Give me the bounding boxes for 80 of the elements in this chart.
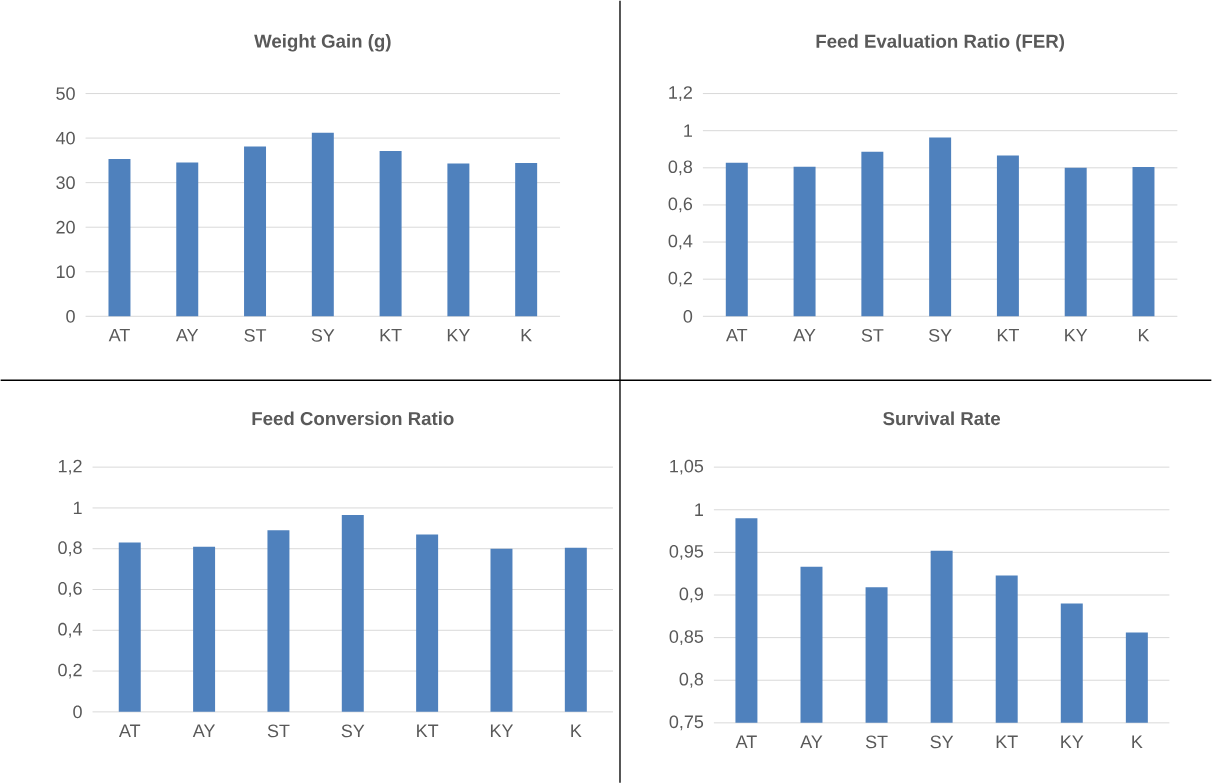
y-tick-label: 20: [56, 220, 75, 234]
bar: [416, 534, 439, 712]
x-tick-label: SY: [928, 328, 952, 342]
y-tick-label: 50: [56, 86, 75, 100]
x-tick-label: K: [1132, 735, 1143, 748]
x-tick-label: ST: [267, 724, 290, 738]
x-tick-label: KT: [997, 328, 1019, 342]
bar: [176, 162, 199, 317]
x-tick-label: KT: [417, 724, 439, 737]
y-tick-label: 0,8: [668, 160, 693, 176]
x-tick-label: AY: [192, 724, 216, 737]
x-tick-label: KT: [996, 735, 1018, 748]
y-tick-label: 0,75: [669, 715, 704, 731]
y-tick-label: 0,4: [668, 234, 693, 250]
y-tick-label: 1,2: [669, 85, 692, 101]
bar: [1132, 166, 1155, 317]
bar: [379, 150, 402, 317]
chart-title: Survival Rate: [883, 411, 1001, 425]
x-tick-label: SY: [930, 735, 954, 749]
chart-title: Feed Conversion Ratio: [252, 411, 454, 425]
bar: [725, 162, 748, 317]
x-tick-label: AY: [800, 735, 823, 748]
y-tick-label: 0,8: [58, 541, 82, 556]
y-tick-label: 1,05: [670, 459, 704, 475]
x-tick-label: SY: [311, 328, 335, 342]
y-tick-label: 40: [55, 131, 75, 145]
y-tick-label: 0,6: [668, 197, 693, 213]
y-tick-label: 0,6: [58, 581, 82, 597]
y-tick-label: 0: [66, 309, 75, 323]
y-tick-label: 0,4: [58, 622, 83, 638]
x-tick-label: KY: [1061, 735, 1084, 748]
x-tick-label: KY: [447, 328, 470, 342]
x-tick-label: AT: [118, 724, 141, 737]
x-tick-label: KT: [380, 328, 402, 342]
x-tick-label: AY: [175, 328, 199, 342]
x-tick-label: SY: [341, 724, 365, 738]
bar: [1064, 167, 1087, 317]
bar: [108, 158, 131, 317]
x-tick-label: AT: [735, 735, 757, 748]
x-tick-label: KY: [1065, 328, 1088, 342]
bar: [929, 137, 952, 317]
bar: [118, 542, 141, 712]
y-tick-label: 1: [695, 503, 703, 516]
bar: [341, 514, 364, 712]
bar: [515, 162, 538, 317]
bar: [996, 155, 1019, 317]
y-tick-label: 10: [56, 265, 75, 278]
x-tick-label: ST: [865, 735, 888, 749]
y-tick-label: 0: [683, 309, 693, 323]
y-tick-label: 0,2: [668, 271, 692, 287]
y-tick-label: 0: [73, 705, 82, 718]
y-tick-label: 1,2: [58, 459, 82, 475]
x-tick-label: AT: [726, 328, 748, 342]
x-tick-label: ST: [244, 328, 267, 342]
y-tick-label: 0,8: [679, 672, 704, 688]
x-tick-label: K: [571, 724, 582, 737]
y-tick-label: 0,95: [669, 544, 704, 560]
bar: [490, 548, 513, 712]
bar: [793, 166, 816, 317]
y-tick-label: 0,85: [669, 629, 704, 645]
chart-title: Weight Gain (g): [254, 33, 391, 52]
bar: [311, 132, 334, 317]
bar: [564, 547, 587, 712]
chart-title: Feed Evaluation Ratio (FER): [816, 33, 1065, 52]
y-tick-label: 0,2: [58, 663, 82, 679]
bar: [267, 530, 290, 712]
y-tick-label: 1: [684, 124, 692, 137]
y-tick-label: 30: [56, 176, 75, 189]
x-tick-label: AY: [793, 328, 816, 342]
x-tick-label: KY: [490, 724, 514, 737]
y-tick-label: 1: [73, 501, 82, 514]
bar: [193, 546, 216, 712]
bar: [244, 146, 267, 317]
x-tick-label: K: [521, 328, 532, 342]
x-tick-label: ST: [861, 328, 884, 342]
y-tick-label: 0,9: [679, 587, 703, 603]
x-tick-label: AT: [108, 328, 130, 342]
x-tick-label: K: [1138, 328, 1150, 342]
bar: [861, 151, 884, 317]
bar: [447, 163, 470, 317]
